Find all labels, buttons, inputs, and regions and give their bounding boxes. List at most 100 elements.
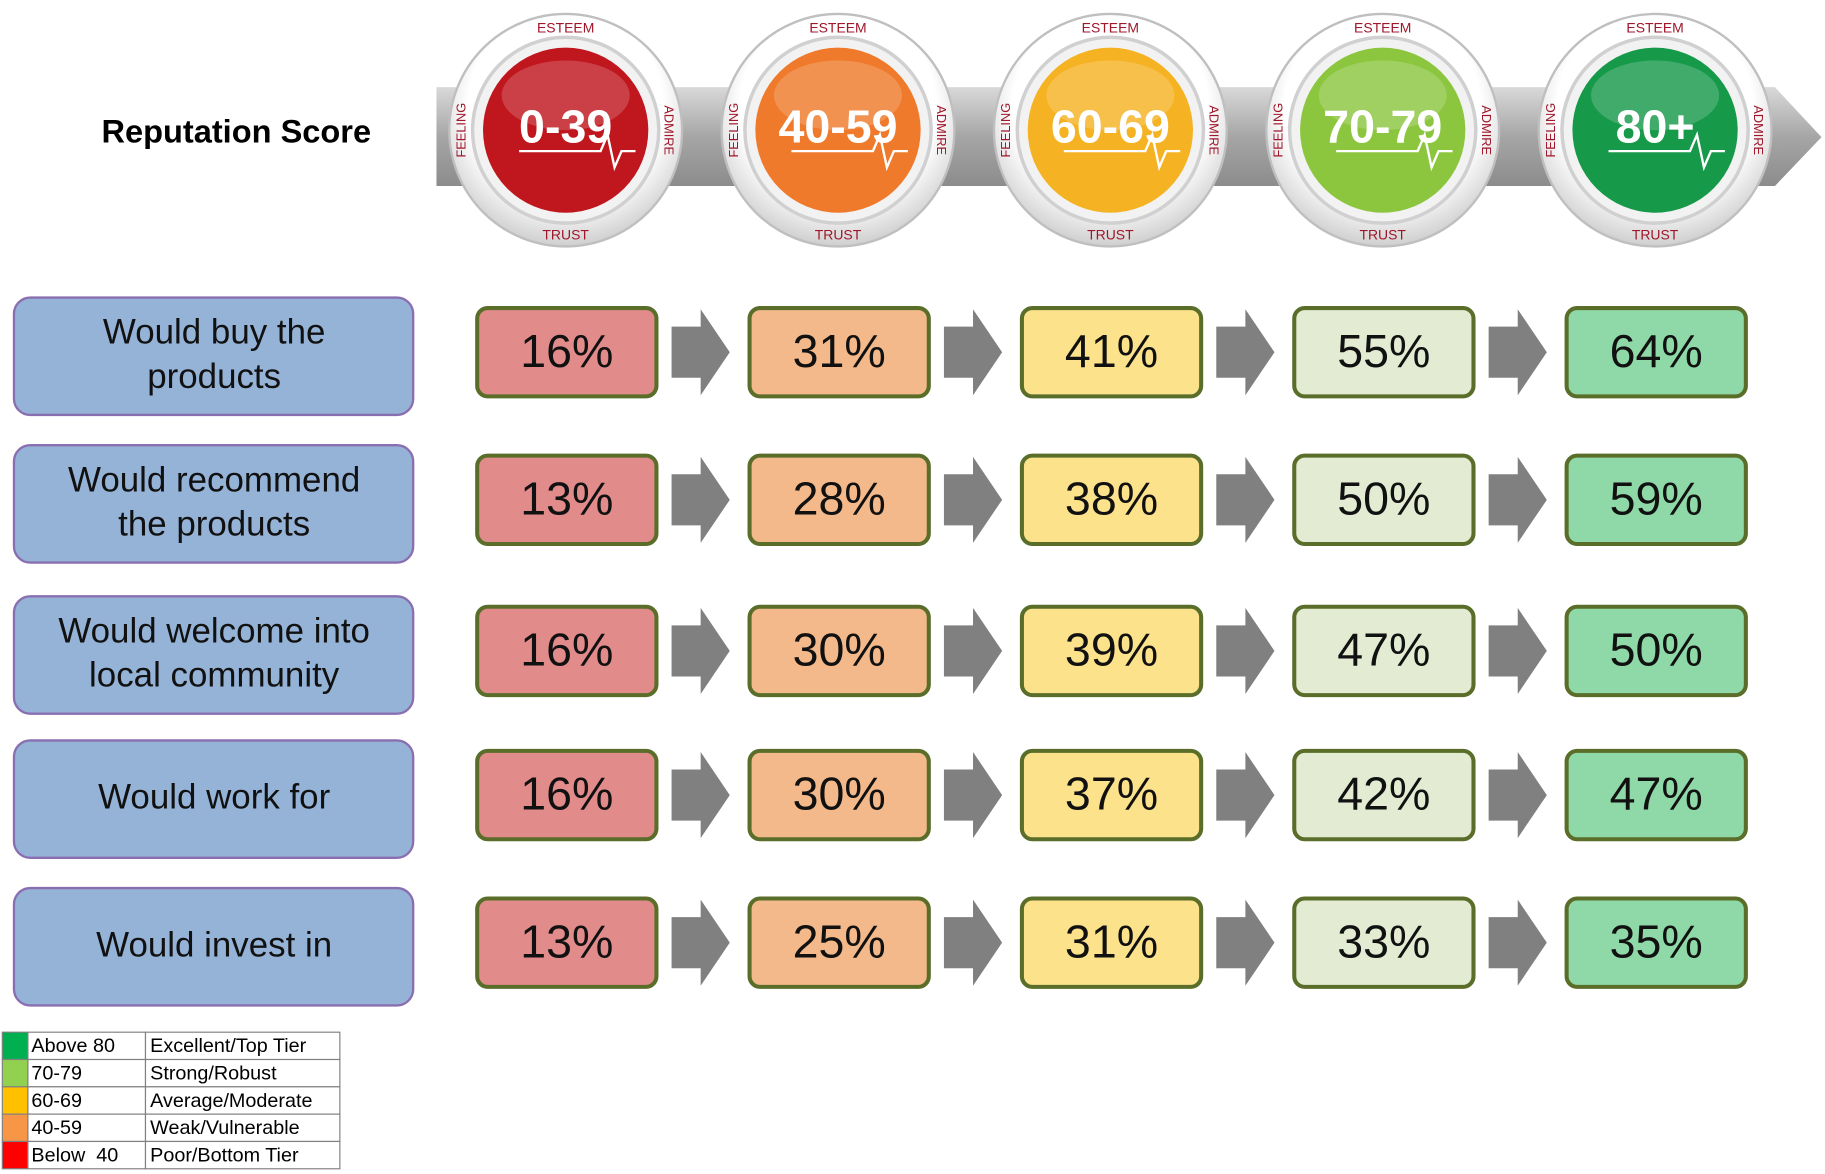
score-label: 40-59 bbox=[778, 100, 897, 152]
flow-arrow bbox=[943, 309, 1003, 396]
ring-word: TRUST bbox=[542, 227, 589, 243]
ring-word: FEELING bbox=[998, 103, 1013, 158]
score-shine bbox=[501, 60, 630, 131]
value: 50% bbox=[1610, 624, 1703, 676]
ring-word: TRUST bbox=[1359, 227, 1406, 243]
value-box bbox=[1019, 748, 1204, 842]
legend-meaning: Excellent/Top Tier bbox=[150, 1035, 307, 1057]
legend-cell bbox=[144, 1140, 341, 1170]
row-label-box bbox=[12, 444, 415, 564]
legend-meaning: Average/Moderate bbox=[150, 1090, 312, 1112]
value-box bbox=[1292, 305, 1476, 399]
pulse-line bbox=[1063, 131, 1181, 172]
value: 37% bbox=[1065, 768, 1158, 820]
value: 30% bbox=[793, 768, 886, 820]
legend-swatch bbox=[1, 1031, 29, 1061]
value: 33% bbox=[1337, 915, 1430, 967]
value: 38% bbox=[1065, 472, 1158, 524]
legend-swatch bbox=[1, 1140, 29, 1170]
ring-word: FEELING bbox=[453, 103, 468, 158]
pulse-line bbox=[519, 131, 636, 172]
score-label: 60-69 bbox=[1051, 100, 1170, 152]
value-box bbox=[475, 748, 659, 842]
value-box bbox=[475, 604, 659, 698]
ring-word: ESTEEM bbox=[1354, 20, 1411, 36]
value: 35% bbox=[1610, 915, 1703, 967]
score-disc bbox=[1027, 47, 1194, 213]
flow-arrow bbox=[671, 309, 730, 396]
value-box bbox=[1564, 748, 1748, 842]
ring-word: ADMIRE bbox=[934, 105, 949, 155]
legend-meaning: Strong/Robust bbox=[150, 1063, 277, 1085]
row-label-box bbox=[12, 886, 415, 1007]
score-shine bbox=[1591, 60, 1720, 131]
value: 30% bbox=[793, 624, 886, 676]
title: Reputation Score bbox=[101, 113, 371, 149]
flow-arrow bbox=[671, 456, 730, 543]
value: 31% bbox=[793, 325, 886, 377]
row-label: Would welcome into local community bbox=[58, 612, 370, 695]
flow-arrow bbox=[943, 899, 1003, 986]
ring-word: ESTEEM bbox=[537, 20, 594, 36]
flow-arrow bbox=[1216, 752, 1275, 839]
value-box bbox=[747, 305, 931, 399]
pulse-line bbox=[791, 131, 908, 172]
row-label: Would recommend the products bbox=[68, 461, 360, 544]
value-box bbox=[1019, 604, 1204, 698]
row-label-box bbox=[12, 595, 415, 715]
flow-arrow bbox=[1216, 309, 1275, 396]
flow-arrow bbox=[671, 899, 730, 986]
score-disc bbox=[1300, 47, 1466, 213]
value: 16% bbox=[520, 768, 613, 820]
score-label: 80+ bbox=[1616, 100, 1695, 152]
value: 16% bbox=[520, 624, 613, 676]
value: 55% bbox=[1337, 325, 1430, 377]
value-box bbox=[1292, 453, 1476, 547]
value-box bbox=[1564, 453, 1748, 547]
value: 42% bbox=[1337, 768, 1430, 820]
value: 41% bbox=[1065, 325, 1158, 377]
value: 39% bbox=[1065, 624, 1158, 676]
ring-word: FEELING bbox=[1543, 103, 1558, 158]
pulse-line bbox=[1608, 131, 1725, 172]
legend-range: Below 40 bbox=[31, 1145, 118, 1167]
score-disc bbox=[1572, 47, 1738, 213]
value-box bbox=[1564, 305, 1748, 399]
value-box bbox=[475, 453, 659, 547]
value-box bbox=[747, 453, 931, 547]
legend-range: 70-79 bbox=[31, 1063, 82, 1085]
flow-arrow bbox=[671, 607, 730, 694]
flow-arrow bbox=[1488, 899, 1547, 986]
value-box bbox=[1292, 748, 1476, 842]
legend-range: Above 80 bbox=[31, 1035, 115, 1057]
value: 28% bbox=[793, 472, 886, 524]
value: 25% bbox=[793, 915, 886, 967]
score-label: 70-79 bbox=[1323, 100, 1442, 152]
value: 13% bbox=[520, 472, 613, 524]
ring-word: ESTEEM bbox=[1082, 20, 1139, 36]
value-box bbox=[1292, 896, 1476, 989]
pulse-line bbox=[1336, 131, 1453, 172]
ring-word: ESTEEM bbox=[809, 20, 866, 36]
value-box bbox=[475, 896, 659, 989]
ring-word: ADMIRE bbox=[1479, 105, 1494, 155]
row-label: Would work for bbox=[98, 778, 330, 817]
ring-word: FEELING bbox=[1270, 103, 1285, 158]
legend-cell bbox=[27, 1031, 147, 1061]
ring-word: ESTEEM bbox=[1626, 20, 1683, 36]
value: 13% bbox=[520, 915, 613, 967]
value-box bbox=[1564, 604, 1748, 698]
row-label: Would invest in bbox=[96, 926, 332, 965]
flow-arrow bbox=[671, 752, 730, 839]
flow-arrow bbox=[1216, 607, 1275, 694]
value: 64% bbox=[1610, 325, 1703, 377]
legend-meaning: Poor/Bottom Tier bbox=[150, 1145, 299, 1167]
ring-word: FEELING bbox=[726, 103, 741, 158]
value: 50% bbox=[1337, 472, 1430, 524]
flow-arrow bbox=[1488, 607, 1547, 694]
score-shine bbox=[1046, 60, 1175, 131]
flow-arrow bbox=[1488, 456, 1547, 543]
flow-arrow bbox=[1488, 309, 1547, 396]
ring-word: ADMIRE bbox=[1206, 105, 1221, 155]
flow-arrow bbox=[1216, 456, 1275, 543]
